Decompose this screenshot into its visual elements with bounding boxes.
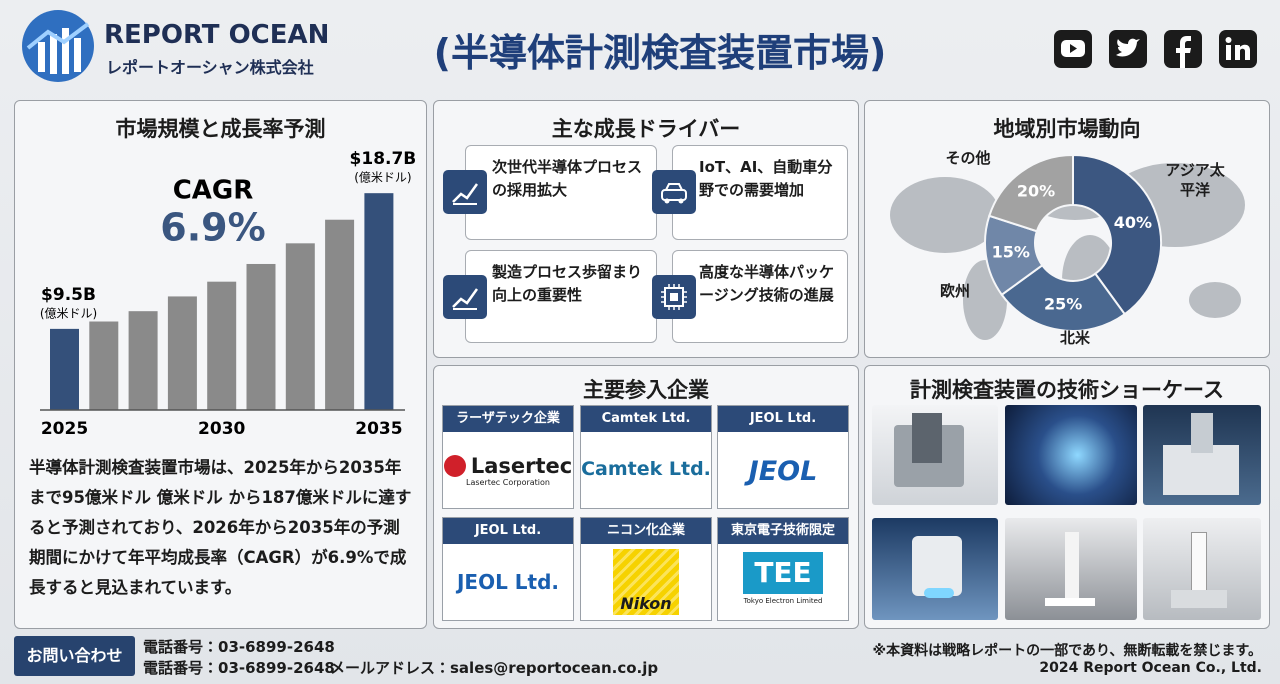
equipment-image <box>872 518 998 620</box>
youtube-icon[interactable] <box>1054 30 1092 68</box>
logo-text: Camtek Ltd. <box>581 458 711 480</box>
brand: REPORT OCEAN <box>104 20 330 50</box>
logo-text: Nikon <box>613 549 679 615</box>
region-label: 北米 <box>1059 329 1090 347</box>
company-card: JEOL Ltd. JEOL Ltd. <box>442 517 574 621</box>
driver-icon <box>443 275 487 319</box>
company-name: JEOL Ltd. <box>443 518 573 544</box>
region-panel: 地域別市場動向 <box>864 100 1270 358</box>
notice: ※本資料は戦略レポートの一部であり、無断転載を禁じます。 <box>872 643 1262 659</box>
linkedin-icon[interactable] <box>1219 30 1257 68</box>
email: メールアドレス：sales@reportocean.co.jp <box>330 659 659 677</box>
brand-sub: レポートオーシャン株式会社 <box>106 58 314 77</box>
driver-text: IoT、AI、自動車分野での需要増加 <box>699 158 833 199</box>
page-title: (半導体計測検査装置市場) <box>433 31 887 75</box>
company-name: Camtek Ltd. <box>581 406 711 432</box>
driver-icon <box>652 170 696 214</box>
company-card: ニコン化企業 Nikon <box>580 517 712 621</box>
logo-text: TEE <box>743 552 823 594</box>
copyright: 2024 Report Ocean Co., Ltd. <box>1039 660 1262 676</box>
market-panel: 市場規模と成長率予測 半導体計測検査装置市場は、2025年から2035年まで95… <box>14 100 427 629</box>
driver-card: 高度な半導体パッケージング技術の進展 <box>672 250 848 343</box>
summary-text: 半導体計測検査装置市場は、2025年から2035年まで95億米ドル 億米ドル か… <box>29 458 412 597</box>
panel-title: 主な成長ドライバー <box>551 117 741 141</box>
company-card: 東京電子技術限定 TEE Tokyo Electron Limited <box>717 517 849 621</box>
equipment-image <box>872 405 998 505</box>
logo-subtext: Tokyo Electron Limited <box>743 597 823 605</box>
driver-icon <box>443 170 487 214</box>
facebook-icon[interactable] <box>1164 30 1202 68</box>
driver-text: 製造プロセス歩留まり向上の重要性 <box>492 263 643 304</box>
company-name: 東京電子技術限定 <box>718 518 848 544</box>
driver-card: IoT、AI、自動車分野での需要増加 <box>672 145 848 240</box>
phone: 電話番号：03-6899-2648 <box>143 659 335 677</box>
logo-text: Lasertec <box>470 454 573 478</box>
driver-text: 高度な半導体パッケージング技術の進展 <box>699 263 835 304</box>
microscope-image <box>1143 518 1261 620</box>
social-icons <box>1054 30 1257 68</box>
phone: 電話番号：03-6899-2648 <box>143 638 335 656</box>
panel-title: 主要参入企業 <box>583 378 709 402</box>
region-label: その他 <box>945 149 991 167</box>
logo-text: JEOL Ltd. <box>456 570 560 594</box>
driver-icon <box>652 275 696 319</box>
logo-text: JEOL <box>748 456 818 487</box>
panel-title: 計測検査装置の技術ショーケース <box>910 378 1224 402</box>
twitter-icon[interactable] <box>1109 30 1147 68</box>
microscope-image <box>1005 518 1137 620</box>
chip-image <box>1005 405 1137 505</box>
region-label: アジア太平洋 <box>1165 161 1225 199</box>
company-card: ラーザテック企業 Lasertec Lasertec Corporation <box>442 405 574 509</box>
contact-button[interactable]: お問い合わせ <box>14 636 135 676</box>
driver-card: 製造プロセス歩留まり向上の重要性 <box>465 250 657 343</box>
company-card: JEOL Ltd. JEOL <box>717 405 849 509</box>
equipment-image <box>1143 405 1261 505</box>
panel-title: 地域別市場動向 <box>993 117 1141 141</box>
company-card: Camtek Ltd. Camtek Ltd. <box>580 405 712 509</box>
panel-title: 市場規模と成長率予測 <box>115 117 326 141</box>
driver-card: 次世代半導体プロセスの採用拡大 <box>465 145 657 240</box>
company-name: ラーザテック企業 <box>443 406 573 432</box>
driver-text: 次世代半導体プロセスの採用拡大 <box>492 158 643 199</box>
logo-icon <box>22 10 94 82</box>
region-label: 欧州 <box>939 282 970 300</box>
company-name: JEOL Ltd. <box>718 406 848 432</box>
logo-subtext: Lasertec Corporation <box>466 478 550 487</box>
company-name: ニコン化企業 <box>581 518 711 544</box>
